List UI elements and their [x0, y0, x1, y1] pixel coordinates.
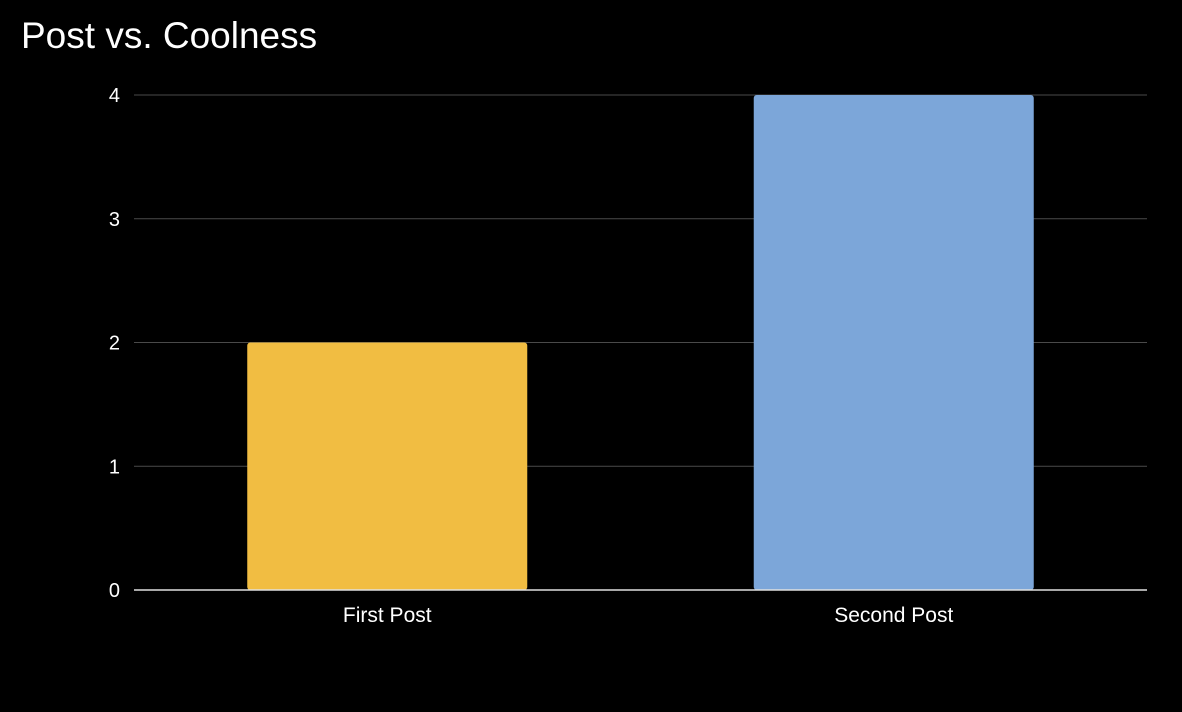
bar-second-post [753, 95, 1034, 590]
x-axis-tick-labels: First Post Second Post [343, 604, 954, 627]
y-tick-label: 4 [109, 85, 120, 107]
bars [247, 95, 1034, 590]
x-tick-label: Second Post [834, 604, 953, 627]
y-tick-label: 2 [109, 333, 120, 355]
y-axis-tick-labels: 0 1 2 3 4 [109, 85, 120, 602]
chart-title: Post vs. Coolness [21, 15, 318, 56]
y-tick-label: 0 [109, 580, 120, 602]
bar-first-post [247, 342, 528, 590]
x-tick-label: First Post [343, 604, 432, 627]
y-tick-label: 3 [109, 209, 120, 231]
y-tick-label: 1 [109, 456, 120, 478]
